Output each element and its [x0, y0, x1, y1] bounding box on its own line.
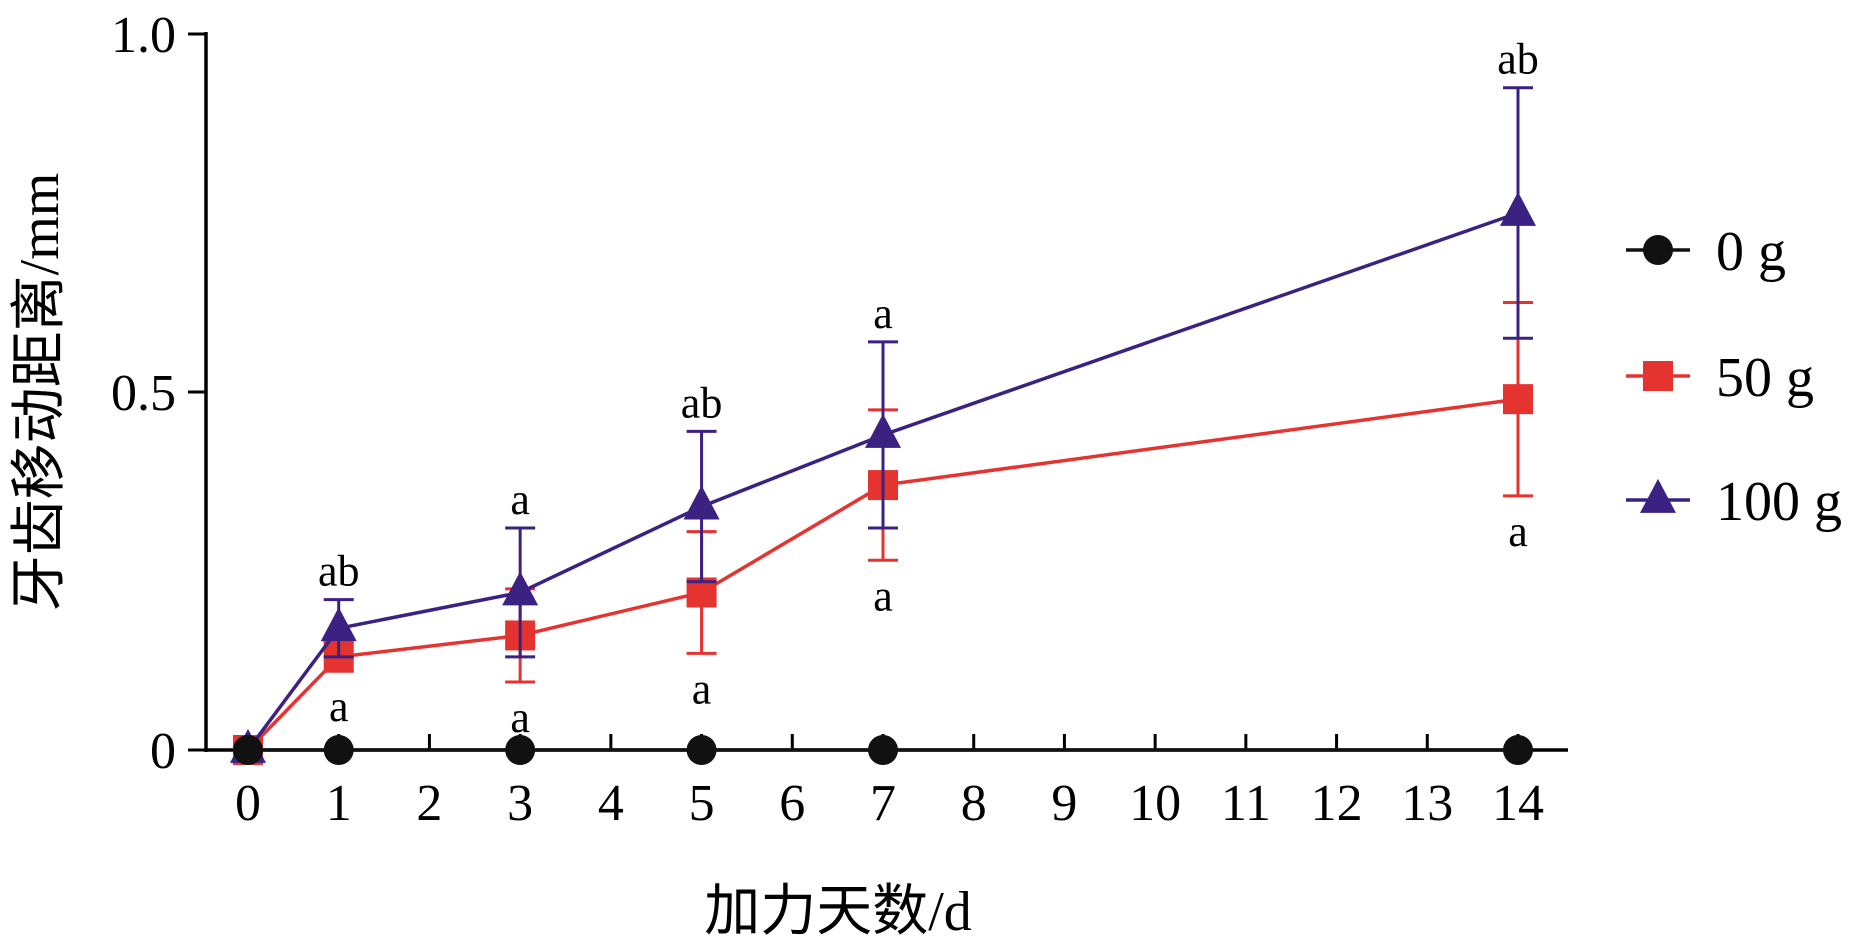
- data-point: [505, 735, 536, 765]
- significance-label: a: [873, 571, 893, 620]
- x-tick-label: 9: [1051, 775, 1077, 832]
- significance-label: a: [692, 664, 712, 713]
- data-point: [868, 735, 898, 765]
- legend-marker: [1643, 235, 1673, 265]
- data-point: [686, 735, 717, 765]
- x-tick-label: 6: [779, 775, 805, 832]
- y-tick-label: 0: [150, 723, 176, 780]
- data-point: [865, 413, 901, 448]
- significance-label: a: [1508, 507, 1528, 556]
- data-point: [1503, 735, 1533, 765]
- significance-label: a: [510, 475, 530, 524]
- legend-marker: [1640, 478, 1676, 513]
- x-tick-label: 12: [1311, 775, 1363, 832]
- x-tick-label: 4: [598, 775, 624, 832]
- x-tick-label: 3: [507, 775, 533, 832]
- x-tick-label: 11: [1221, 775, 1271, 832]
- data-point: [233, 735, 263, 765]
- x-tick-label: 2: [416, 775, 442, 832]
- annotations: ab a a a ab a a a ab a: [318, 35, 1539, 742]
- series-line: [246, 211, 1519, 752]
- significance-label: ab: [1497, 35, 1539, 84]
- significance-label: a: [329, 682, 349, 731]
- x-tick-label: 5: [689, 775, 715, 832]
- legend-item: 0 g: [1626, 221, 1786, 283]
- data-point: [683, 485, 720, 520]
- data-point: [1503, 384, 1533, 415]
- legend-label: 0 g: [1716, 221, 1786, 283]
- data-point: [1500, 191, 1536, 226]
- y-tick-label: 0.5: [111, 365, 176, 422]
- x-tick-label: 10: [1129, 775, 1181, 832]
- significance-label: ab: [318, 547, 360, 596]
- series-0g: [233, 735, 1533, 765]
- legend-label: 100 g: [1716, 471, 1842, 533]
- x-tick-label: 0: [235, 775, 261, 832]
- data-point: [323, 735, 354, 765]
- x-tick-label: 7: [870, 775, 896, 832]
- significance-label: a: [510, 693, 530, 742]
- x-tick-label: 13: [1401, 775, 1453, 832]
- significance-label: ab: [681, 378, 723, 427]
- legend-item: 50 g: [1626, 347, 1814, 409]
- series-layer: [230, 86, 1536, 765]
- legend-item: 100 g: [1626, 471, 1842, 533]
- series-line: [246, 397, 1519, 752]
- significance-label: a: [873, 289, 893, 338]
- y-tick-label: 1.0: [111, 7, 176, 64]
- x-tick-label: 1: [326, 775, 352, 832]
- x-tick-label: 8: [961, 775, 987, 832]
- legend-marker: [1643, 361, 1673, 391]
- data-point: [502, 571, 539, 606]
- series-100g: [230, 86, 1536, 763]
- legend-label: 50 g: [1716, 347, 1814, 409]
- data-point: [320, 607, 357, 642]
- x-axis-title: 加力天数/d: [704, 881, 972, 943]
- legend: 0 g 50 g 100 g: [1626, 221, 1842, 533]
- x-tick-label: 14: [1492, 775, 1544, 832]
- y-axis-title: 牙齿移动距离/mm: [9, 173, 71, 612]
